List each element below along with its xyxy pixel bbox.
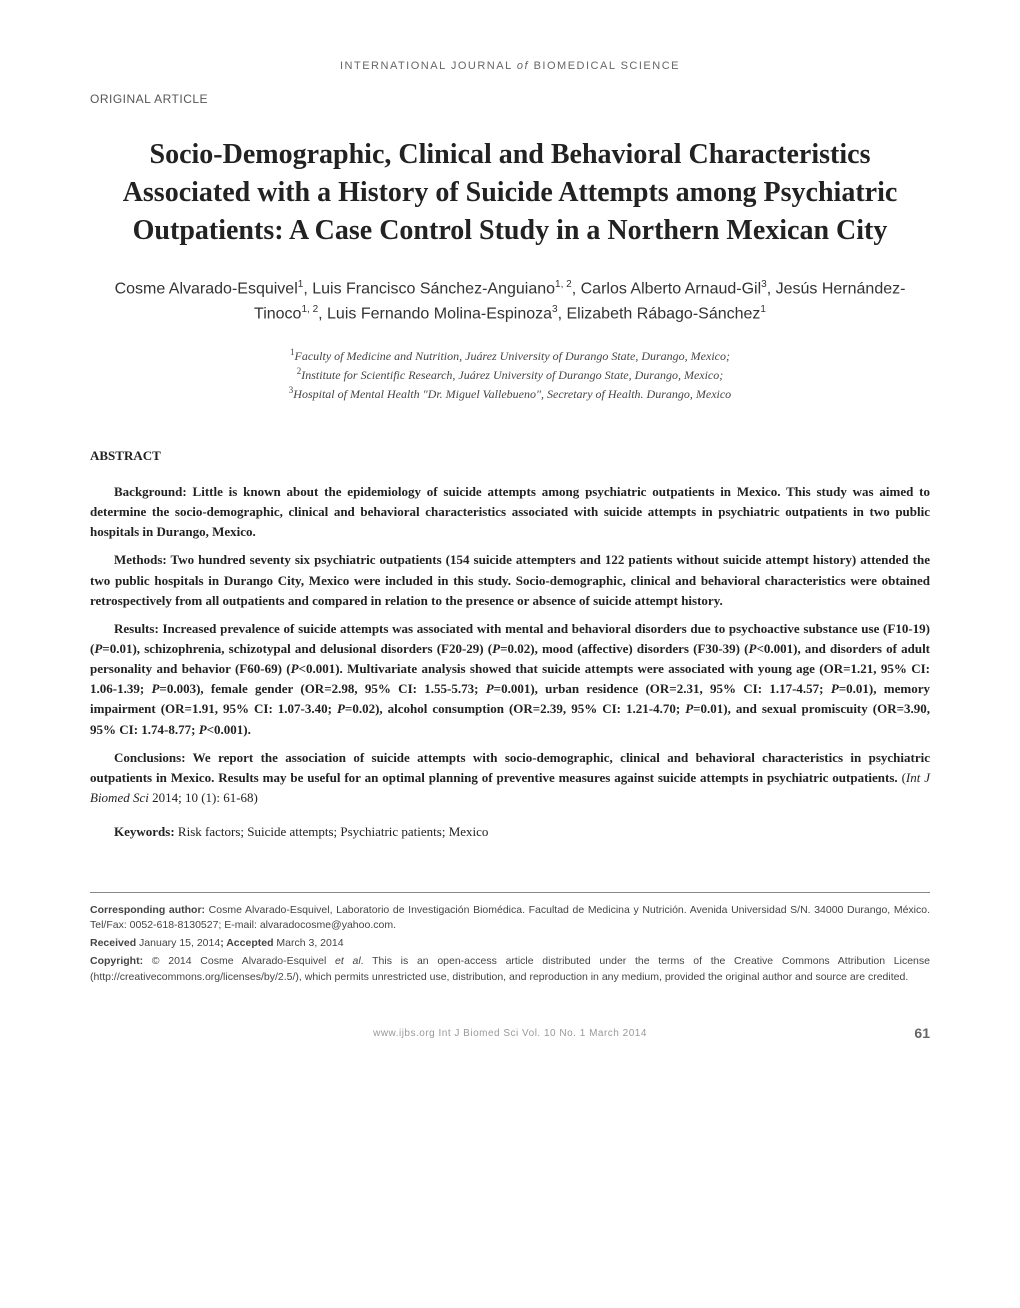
page-number: 61 xyxy=(890,1025,930,1041)
copyright-text: © 2014 Cosme Alvarado-Esquivel et al. Th… xyxy=(90,955,930,983)
affiliation-line: 3Hospital of Mental Health "Dr. Miguel V… xyxy=(90,384,930,403)
keywords-line: Keywords: Risk factors; Suicide attempts… xyxy=(90,822,930,842)
journal-header: INTERNATIONAL JOURNAL of BIOMEDICAL SCIE… xyxy=(90,60,930,72)
journal-of: of xyxy=(517,60,529,72)
received-date: January 15, 2014 xyxy=(139,937,220,949)
footer-divider xyxy=(90,892,930,893)
abstract-paragraph: Methods: Two hundred seventy six psychia… xyxy=(90,550,930,610)
received-line: Received January 15, 2014; Accepted Marc… xyxy=(90,936,930,952)
received-label: Received xyxy=(90,937,136,949)
page-footer: www.ijbs.org Int J Biomed Sci Vol. 10 No… xyxy=(90,1025,930,1041)
abstract-heading: ABSTRACT xyxy=(90,448,930,464)
affiliations-list: 1Faculty of Medicine and Nutrition, Juár… xyxy=(90,346,930,403)
copyright-line: Copyright: © 2014 Cosme Alvarado-Esquive… xyxy=(90,954,930,986)
accepted-label: ; Accepted xyxy=(220,937,273,949)
article-title: Socio-Demographic, Clinical and Behavior… xyxy=(90,136,930,249)
keywords-label: Keywords: xyxy=(114,824,175,839)
accepted-date: March 3, 2014 xyxy=(276,937,343,949)
journal-suffix: BIOMEDICAL SCIENCE xyxy=(534,60,680,72)
affiliation-line: 1Faculty of Medicine and Nutrition, Juár… xyxy=(90,346,930,365)
journal-prefix: INTERNATIONAL JOURNAL xyxy=(340,60,512,72)
authors-list: Cosme Alvarado-Esquivel1, Luis Francisco… xyxy=(90,277,930,326)
copyright-label: Copyright: xyxy=(90,955,143,967)
keywords-text: Risk factors; Suicide attempts; Psychiat… xyxy=(178,824,489,839)
abstract-paragraph: Conclusions: We report the association o… xyxy=(90,748,930,808)
corresponding-author: Corresponding author: Cosme Alvarado-Esq… xyxy=(90,903,930,935)
affiliation-line: 2Institute for Scientific Research, Juár… xyxy=(90,365,930,384)
article-type-label: ORIGINAL ARTICLE xyxy=(90,92,930,106)
abstract-paragraph: Results: Increased prevalence of suicide… xyxy=(90,619,930,740)
page-footer-citation: www.ijbs.org Int J Biomed Sci Vol. 10 No… xyxy=(130,1028,890,1039)
abstract-paragraph: Background: Little is known about the ep… xyxy=(90,482,930,542)
corresponding-text: Cosme Alvarado-Esquivel, Laboratorio de … xyxy=(90,904,930,932)
corresponding-label: Corresponding author: xyxy=(90,904,205,916)
